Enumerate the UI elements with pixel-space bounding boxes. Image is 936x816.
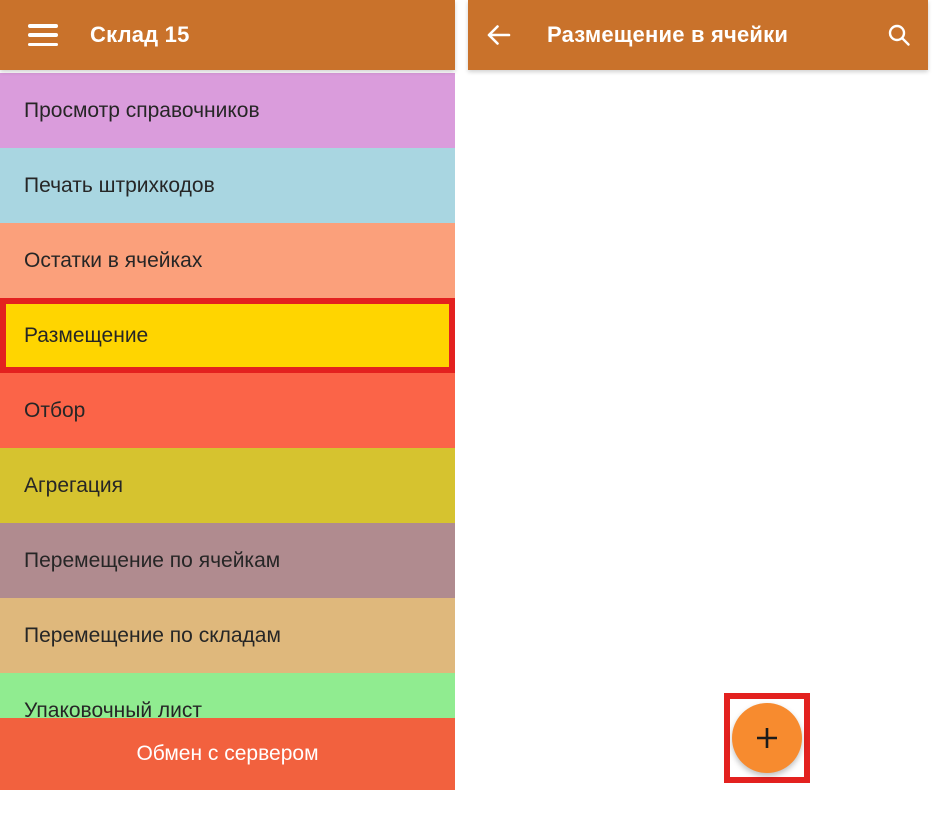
- search-button[interactable]: [886, 22, 912, 48]
- menu-item-placement[interactable]: Размещение: [0, 298, 455, 373]
- menu-item-label: Упаковочный лист: [24, 698, 202, 719]
- plus-icon: [757, 728, 777, 748]
- fab-highlight-box: [724, 693, 810, 783]
- menu-list: Просмотр справочников Печать штрихкодов …: [0, 73, 455, 718]
- hamburger-icon[interactable]: [28, 24, 58, 46]
- menu-item-label: Печать штрихкодов: [24, 173, 215, 197]
- screen-title: Размещение в ячейки: [547, 22, 789, 47]
- menu-item-packing-list[interactable]: Упаковочный лист: [0, 673, 455, 718]
- menu-item-label: Остатки в ячейках: [24, 248, 203, 272]
- menu-item-cell-stock[interactable]: Остатки в ячейках: [0, 223, 455, 298]
- menu-item-view-references[interactable]: Просмотр справочников: [0, 73, 455, 148]
- menu-item-label: Перемещение по ячейкам: [24, 548, 281, 572]
- menu-item-move-by-cells[interactable]: Перемещение по ячейкам: [0, 523, 455, 598]
- menu-item-label: Размещение: [24, 323, 149, 347]
- menu-item-picking[interactable]: Отбор: [0, 373, 455, 448]
- menu-item-label: Перемещение по складам: [24, 623, 281, 647]
- menu-item-print-barcodes[interactable]: Печать штрихкодов: [0, 148, 455, 223]
- menu-item-label: Просмотр справочников: [24, 98, 260, 122]
- app-title: Склад 15: [90, 22, 190, 47]
- back-button[interactable]: [483, 21, 513, 49]
- menu-item-aggregation[interactable]: Агрегация: [0, 448, 455, 523]
- placement-screen: Размещение в ячейки: [468, 0, 928, 816]
- sync-server-button[interactable]: Обмен с сервером: [0, 718, 455, 790]
- search-icon: [888, 24, 910, 46]
- right-appbar: Размещение в ячейки: [468, 0, 928, 70]
- left-appbar: Склад 15: [0, 0, 455, 70]
- main-menu-screen: Склад 15 Просмотр справочников Печать шт…: [0, 0, 455, 816]
- back-arrow-icon: [487, 25, 511, 45]
- menu-item-move-by-warehouses[interactable]: Перемещение по складам: [0, 598, 455, 673]
- menu-item-label: Агрегация: [24, 473, 124, 497]
- add-document-fab[interactable]: [732, 703, 802, 773]
- menu-item-label: Отбор: [24, 398, 86, 422]
